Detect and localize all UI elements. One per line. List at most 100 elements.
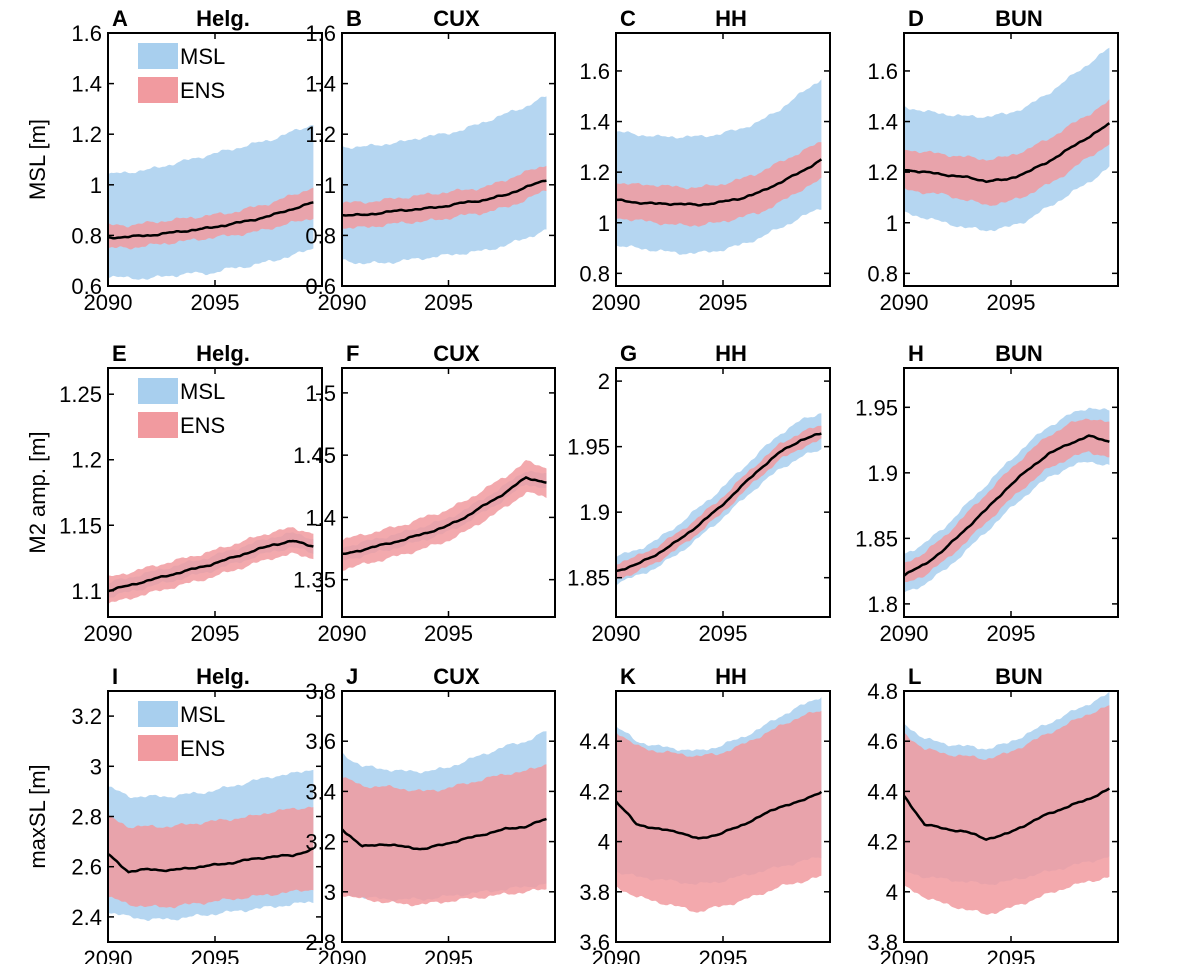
- y-tick-label: 0.6: [305, 274, 336, 299]
- ens-band-b: [342, 165, 547, 229]
- panel-title: Helg.: [196, 6, 250, 31]
- ens-band-i: [108, 806, 314, 909]
- panel-letter: D: [908, 6, 924, 31]
- y-tick-label: 1: [886, 211, 898, 236]
- x-tick-label: 2095: [424, 290, 473, 315]
- panel-letter: G: [620, 341, 637, 366]
- y-tick-label: 1.85: [855, 526, 898, 551]
- y-tick-label: 3.8: [579, 880, 610, 905]
- panel-title: CUX: [433, 664, 480, 689]
- y-tick-label: 3: [324, 880, 336, 905]
- mean-line-b: [342, 179, 547, 217]
- panel-title: BUN: [995, 341, 1043, 366]
- panel-title: CUX: [433, 6, 480, 31]
- panel-letter: L: [908, 664, 921, 689]
- x-tick-label: 2095: [191, 290, 240, 315]
- y-tick-label: 1.45: [293, 443, 336, 468]
- mean-line-l: [903, 787, 1111, 842]
- x-tick-label: 2090: [880, 621, 929, 646]
- y-tick-label: 0.8: [71, 223, 102, 248]
- y-tick-label: 1.4: [305, 505, 336, 530]
- y-tick-label: 2.8: [305, 930, 336, 955]
- y-tick-label: 1.35: [293, 568, 336, 593]
- panel-title: Helg.: [196, 341, 250, 366]
- y-tick-label: 1: [598, 211, 610, 236]
- y-tick-label: 1.5: [305, 381, 336, 406]
- y-tick-label: 1.9: [579, 500, 610, 525]
- legend: MSL ENS: [138, 378, 225, 438]
- legend-label: MSL: [180, 702, 225, 727]
- ens-band-j: [342, 764, 547, 907]
- x-tick-label: 2090: [592, 946, 641, 964]
- y-tick-label: 1.15: [59, 513, 102, 538]
- x-tick-label: 2090: [84, 946, 133, 964]
- mean-line-g: [615, 432, 822, 573]
- legend-swatch: [138, 412, 178, 438]
- y-tick-label: 4.2: [867, 830, 898, 855]
- legend-swatch: [138, 735, 178, 761]
- panel-letter: F: [346, 341, 359, 366]
- x-tick-label: 2095: [699, 946, 748, 964]
- legend-swatch: [138, 77, 178, 103]
- mean-line-d: [903, 122, 1111, 184]
- y-tick-label: 1: [324, 173, 336, 198]
- panel-g: 1.85 1.9 1.95 2 2090 2095 G HH: [567, 341, 831, 646]
- y-tick-label: 1.95: [567, 435, 610, 460]
- y-tick-label: 4.6: [867, 729, 898, 754]
- legend-label: MSL: [180, 44, 225, 69]
- y-tick-label: 4.2: [579, 779, 610, 804]
- y-tick-label: 0.8: [579, 261, 610, 286]
- x-tick-label: 2095: [424, 621, 473, 646]
- y-tick-label: 1.95: [855, 395, 898, 420]
- panel-k: 3.6 3.8 4 4.2 4.4 2090 2095 K HH: [579, 664, 831, 964]
- ens-band-l: [904, 705, 1110, 915]
- y-tick-label: 4: [886, 880, 898, 905]
- y-tick-label: 1.85: [567, 566, 610, 591]
- panel-title: HH: [715, 664, 747, 689]
- panel-letter: C: [620, 6, 636, 31]
- y-tick-label: 2.4: [71, 905, 102, 930]
- ens-band-c: [616, 142, 822, 227]
- y-tick-label: 4.4: [867, 779, 898, 804]
- panel-letter: K: [620, 664, 636, 689]
- y-tick-label: 4.4: [579, 729, 610, 754]
- mean-line-a: [108, 201, 314, 240]
- y-tick-label: 3.2: [305, 830, 336, 855]
- y-tick-label: 1.2: [579, 160, 610, 185]
- y-tick-label: 2.6: [71, 855, 102, 880]
- x-tick-label: 2090: [880, 946, 929, 964]
- panel-l: 3.8 4 4.2 4.4 4.6 4.8 2090 2095 L BUN: [867, 664, 1119, 964]
- y-tick-label: 0.6: [71, 274, 102, 299]
- y-tick-label: 1.4: [305, 72, 336, 97]
- y-tick-label: 3.4: [305, 779, 336, 804]
- x-tick-label: 2095: [699, 290, 748, 315]
- panel-title: BUN: [995, 6, 1043, 31]
- y-tick-label: 1.6: [71, 21, 102, 46]
- mean-line-i: [107, 847, 314, 874]
- panel-a: 0.6 0.8 1 1.2 1.4 1.6 2090 2095 A Helg. MSL [m] MSL…: [25, 6, 323, 315]
- y-tick-label: 1.4: [579, 110, 610, 135]
- x-tick-label: 2090: [84, 290, 133, 315]
- y-tick-label: 1.2: [305, 122, 336, 147]
- panel-d: 0.8 1 1.2 1.4 1.6 2090 2095 D BUN: [867, 6, 1119, 315]
- y-tick-label: 4: [598, 830, 610, 855]
- x-tick-label: 2095: [191, 946, 240, 964]
- panel-title: HH: [715, 6, 747, 31]
- y-tick-label: 1.1: [71, 579, 102, 604]
- x-tick-label: 2095: [424, 946, 473, 964]
- panel-letter: J: [346, 664, 358, 689]
- mean-line-e: [107, 539, 314, 593]
- x-tick-label: 2095: [987, 290, 1036, 315]
- y-tick-label: 4.8: [867, 679, 898, 704]
- legend: MSL ENS: [138, 701, 225, 761]
- x-tick-label: 2095: [191, 621, 240, 646]
- legend-swatch: [138, 378, 178, 404]
- y-axis-label: MSL [m]: [25, 119, 50, 200]
- y-tick-label: 0.8: [867, 261, 898, 286]
- panel-letter: A: [112, 6, 128, 31]
- panel-title: Helg.: [196, 664, 250, 689]
- mean-line-h: [903, 434, 1110, 577]
- ens-band-k: [616, 711, 822, 913]
- panel-title: CUX: [433, 341, 480, 366]
- y-tick-label: 0.8: [305, 223, 336, 248]
